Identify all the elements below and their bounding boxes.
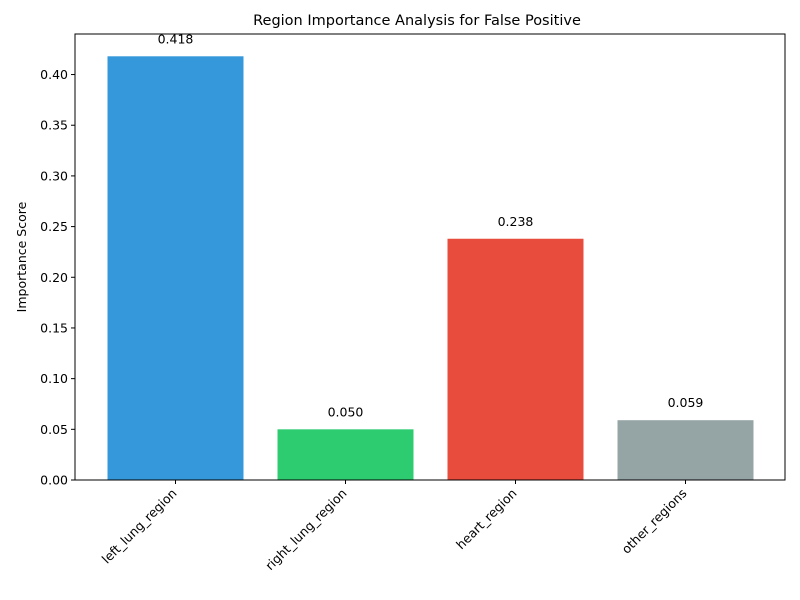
y-tick-label: 0.30 <box>40 168 68 183</box>
data-label: 0.238 <box>498 214 534 229</box>
y-axis-label: Importance Score <box>14 201 29 312</box>
data-label: 0.059 <box>668 395 704 410</box>
bars <box>107 56 754 481</box>
y-tick-label: 0.40 <box>40 67 68 82</box>
x-tick-label: heart_region <box>453 486 520 553</box>
data-label: 0.418 <box>158 31 194 46</box>
y-tick-label: 0.10 <box>40 371 68 386</box>
data-label: 0.050 <box>328 404 364 419</box>
bar-left-lung-region <box>107 56 244 481</box>
chart-title: Region Importance Analysis for False Pos… <box>253 13 581 29</box>
y-tick-label: 0.25 <box>40 219 68 234</box>
bar-other-regions <box>617 420 754 480</box>
data-labels: 0.418 0.050 0.238 0.059 <box>158 31 704 419</box>
y-tick-label: 0.35 <box>40 118 68 133</box>
y-axis-ticks: 0.00 0.05 0.10 0.15 0.20 0.25 0.30 0.35 0.40 <box>40 67 75 488</box>
y-tick-label: 0.05 <box>40 422 68 437</box>
bar-heart-region <box>447 238 584 480</box>
x-tick-label: right_lung_region <box>262 486 349 573</box>
x-tick-label: left_lung_region <box>99 486 180 567</box>
y-tick-label: 0.15 <box>40 320 68 335</box>
y-tick-label: 0.20 <box>40 270 68 285</box>
bar-right-lung-region <box>277 429 414 480</box>
y-tick-label: 0.00 <box>40 473 68 488</box>
x-tick-label: other_regions <box>618 486 689 557</box>
plot-frame <box>74 33 786 481</box>
x-axis-ticks: left_lung_region right_lung_region heart_r… <box>99 480 690 573</box>
